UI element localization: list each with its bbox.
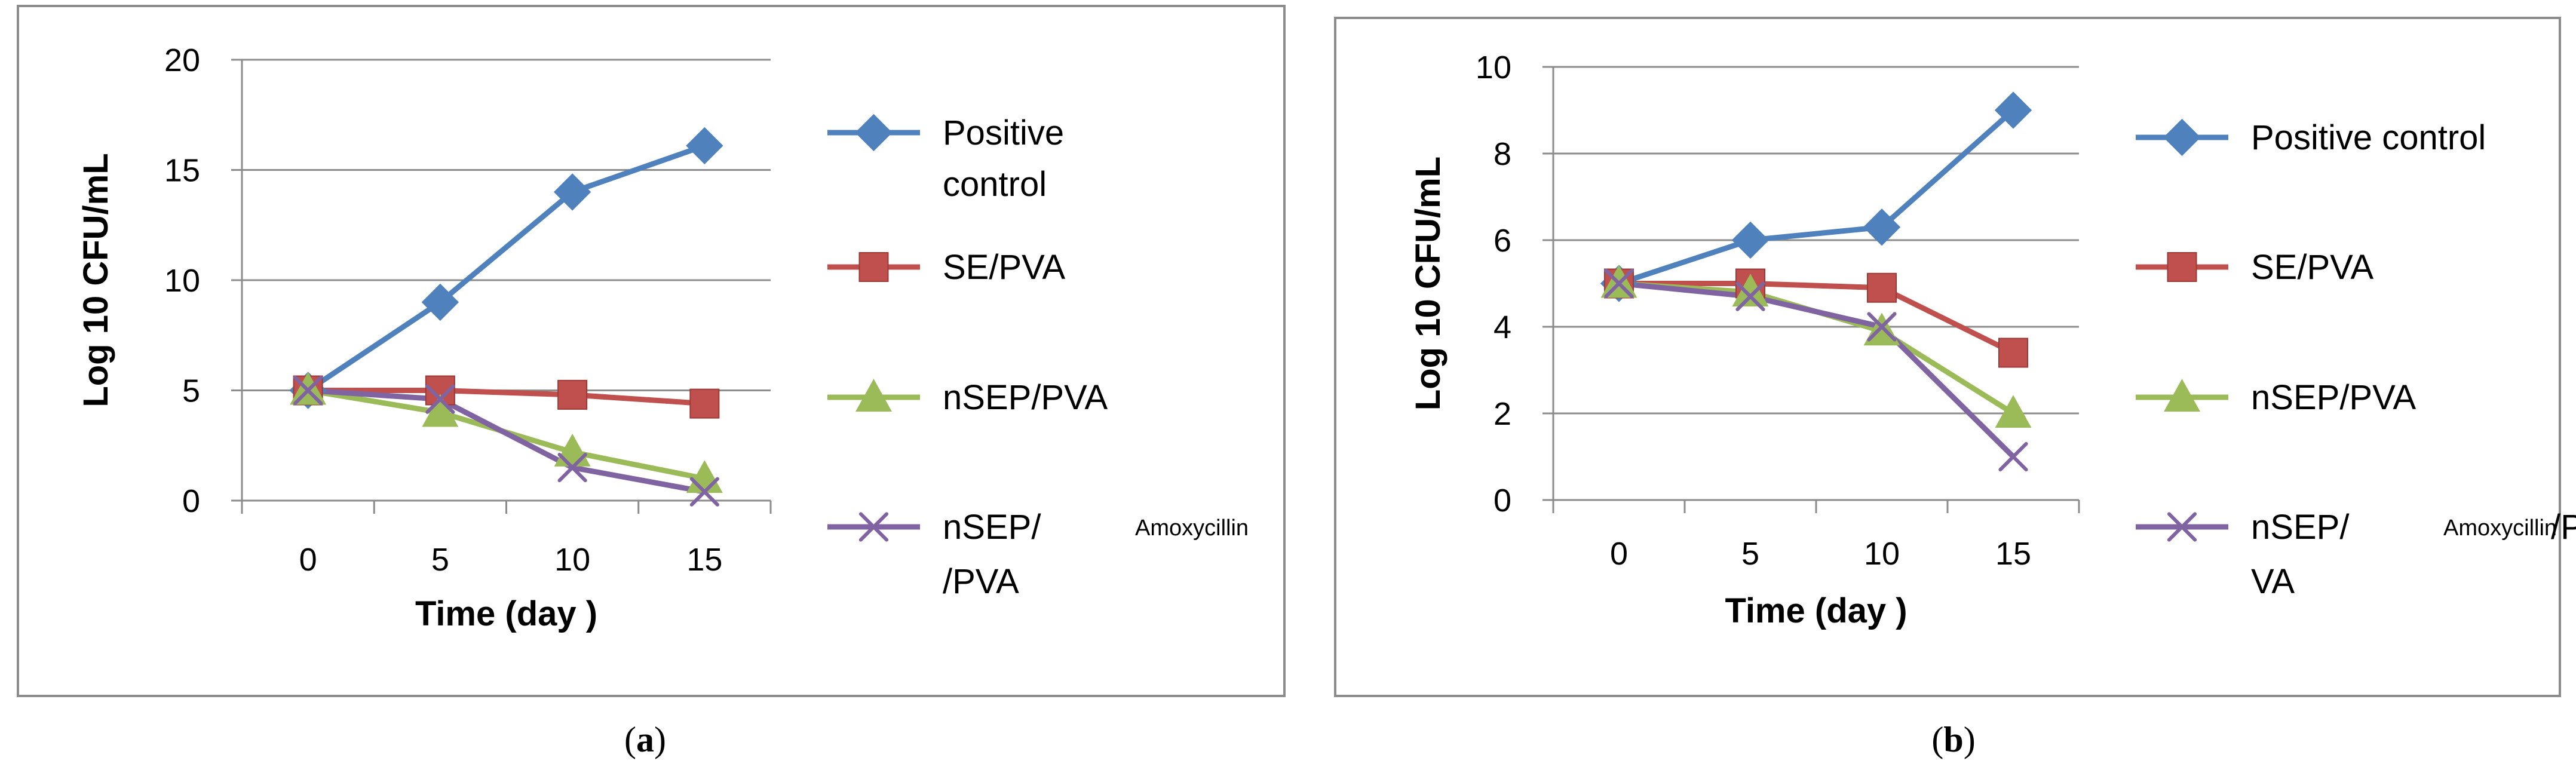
series-line-4 bbox=[1618, 281, 2016, 459]
x-tick-label: 10 bbox=[554, 542, 590, 578]
data-point-series-4 bbox=[1998, 441, 2028, 472]
data-point-series-1 bbox=[421, 283, 459, 321]
series-line-2 bbox=[308, 388, 705, 407]
legend-label: SE/PVA bbox=[943, 248, 1066, 287]
chart-panel-a: 0 5 10 15 20 0 5 10 15 Time (day ) Log 10 CFU/mL Po… bbox=[17, 5, 1286, 697]
legend-label: nSEP/PVA bbox=[943, 378, 1108, 417]
caption-a: (a) bbox=[624, 720, 666, 759]
data-point-series-1 bbox=[1994, 91, 2032, 129]
legend-marker bbox=[2164, 379, 2200, 412]
caption-b: (b) bbox=[1931, 720, 1975, 759]
legend-entry-4: nSEP/ /PVA Amoxycillin bbox=[827, 508, 1249, 601]
legend-entry-2: SE/PVA bbox=[827, 248, 1066, 287]
data-point-series-1 bbox=[1731, 221, 1770, 259]
legend-marker bbox=[2167, 512, 2197, 542]
x-tick-label: 15 bbox=[686, 542, 722, 578]
data-point-series-3 bbox=[1995, 395, 2032, 428]
legend-entry-2: SE/PVA bbox=[2136, 248, 2374, 287]
legend-marker bbox=[858, 512, 889, 542]
y-tick-label: 20 bbox=[164, 42, 200, 78]
legend-label: /P bbox=[2551, 508, 2576, 547]
data-point-series-2 bbox=[689, 388, 720, 419]
legend-label: control bbox=[943, 165, 1047, 204]
series-line-1 bbox=[1618, 108, 2015, 286]
caption-open: ( bbox=[1931, 720, 1943, 759]
legend-label: SE/PVA bbox=[2251, 248, 2374, 287]
y-tick-label: 4 bbox=[1494, 309, 1511, 345]
legend-entry-1: Positive control bbox=[827, 114, 1064, 204]
legend-label: nSEP/PVA bbox=[2251, 378, 2416, 417]
legend-label-small: Amoxycillin bbox=[1135, 516, 1249, 541]
legend-entry-1: Positive control bbox=[2136, 118, 2486, 157]
y-tick-label: 6 bbox=[1494, 223, 1511, 259]
x-tick-label: 10 bbox=[1864, 536, 1900, 572]
chart-frame bbox=[1334, 17, 2561, 697]
caption-close: ) bbox=[1964, 720, 1976, 759]
y-tick-label: 10 bbox=[164, 263, 200, 299]
x-axis-title: Time (day ) bbox=[1725, 591, 1907, 630]
data-point-series-4 bbox=[557, 453, 587, 483]
legend-label: nSEP/ bbox=[2251, 508, 2350, 547]
legend-marker bbox=[2163, 118, 2201, 157]
x-tick-label: 0 bbox=[299, 542, 317, 578]
legend-marker bbox=[858, 252, 889, 282]
y-tick-label: 8 bbox=[1494, 136, 1511, 172]
x-tick-label: 5 bbox=[431, 542, 449, 578]
y-axis-title: Log 10 CFU/mL bbox=[76, 153, 115, 407]
legend-marker bbox=[855, 114, 893, 152]
series-line-2 bbox=[1619, 281, 2014, 355]
data-point-series-2 bbox=[1998, 338, 2028, 368]
y-tick-label: 2 bbox=[1494, 396, 1511, 432]
data-point-series-1 bbox=[1863, 208, 1901, 246]
chart-frame bbox=[17, 5, 1286, 697]
legend-entry-3: nSEP/PVA bbox=[2136, 378, 2416, 417]
caption-close: ) bbox=[654, 720, 666, 759]
legend-entry-4: nSEP/ /P VA Amoxycillin bbox=[2136, 508, 2576, 601]
x-tick-label: 15 bbox=[1995, 536, 2031, 572]
y-axis-title: Log 10 CFU/mL bbox=[1409, 157, 1448, 410]
caption-label: b bbox=[1943, 720, 1963, 759]
legend-label: Positive bbox=[943, 114, 1064, 152]
legend-marker bbox=[855, 379, 892, 412]
data-point-series-3 bbox=[422, 394, 459, 427]
series-line-4 bbox=[308, 388, 706, 495]
y-tick-label: 5 bbox=[182, 373, 200, 409]
data-point-series-4 bbox=[293, 375, 323, 406]
legend-label: /PVA bbox=[943, 562, 1019, 601]
data-point-series-1 bbox=[686, 127, 723, 165]
chart-panel-b: 0 2 4 6 8 10 0 5 10 15 Time (day ) Log 10 CFU/mL Pos… bbox=[1334, 17, 2576, 697]
data-point-series-2 bbox=[557, 379, 588, 410]
y-tick-label: 15 bbox=[164, 153, 200, 189]
legend-label: Positive control bbox=[2251, 118, 2486, 157]
data-point-series-4 bbox=[1735, 281, 1765, 311]
data-point-series-2 bbox=[1867, 272, 1897, 303]
legend-label: VA bbox=[2251, 562, 2295, 601]
y-tick-label: 10 bbox=[1476, 50, 1511, 85]
legend-label: nSEP/ bbox=[943, 508, 1041, 547]
data-point-series-4 bbox=[425, 384, 455, 414]
data-point-series-3 bbox=[1732, 274, 1769, 307]
x-tick-label: 5 bbox=[1741, 536, 1759, 572]
data-point-series-4 bbox=[689, 477, 719, 507]
legend-marker bbox=[2167, 252, 2197, 282]
data-point-series-4 bbox=[1867, 312, 1897, 342]
legend-entry-3: nSEP/PVA bbox=[827, 378, 1108, 417]
series-line-1 bbox=[306, 143, 706, 393]
caption-open: ( bbox=[624, 720, 636, 759]
y-tick-label: 0 bbox=[1494, 483, 1511, 519]
data-point-series-1 bbox=[553, 173, 591, 211]
data-point-series-4 bbox=[1604, 268, 1634, 299]
y-tick-label: 0 bbox=[182, 483, 200, 519]
x-axis-title: Time (day ) bbox=[415, 594, 597, 633]
caption-label: a bbox=[636, 720, 654, 759]
x-tick-label: 0 bbox=[1610, 536, 1628, 572]
legend-label-small: Amoxycillin bbox=[2443, 516, 2557, 541]
